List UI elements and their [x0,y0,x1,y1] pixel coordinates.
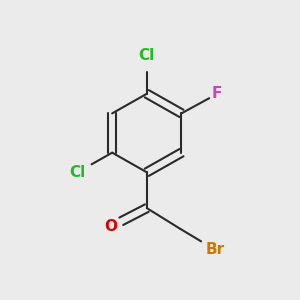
Text: Br: Br [206,242,224,257]
Text: Cl: Cl [139,48,155,63]
Text: O: O [104,219,118,234]
Text: F: F [212,86,223,101]
Text: Cl: Cl [69,165,85,180]
